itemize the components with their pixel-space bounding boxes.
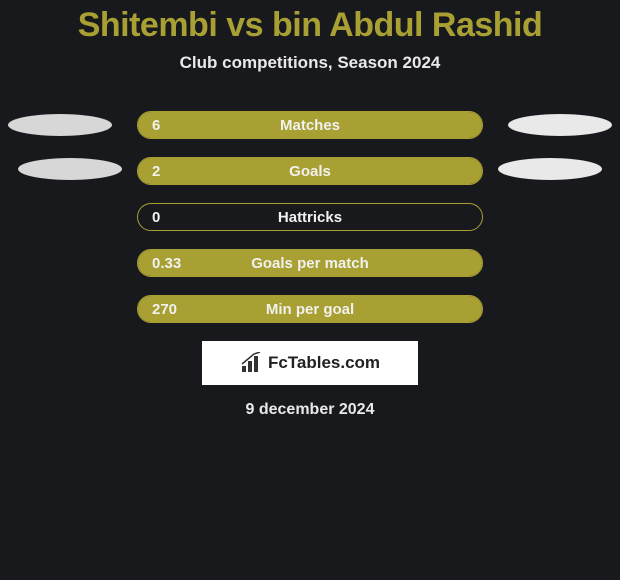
stat-row: 6Matches <box>0 111 620 139</box>
logo-box[interactable]: FcTables.com <box>202 341 418 385</box>
date-text: 9 december 2024 <box>0 401 620 419</box>
stat-row: 0.33Goals per match <box>0 249 620 277</box>
logo-text: FcTables.com <box>268 353 380 373</box>
title-player-left: Shitembi <box>78 6 218 44</box>
stat-row: 270Min per goal <box>0 295 620 323</box>
player-marker-right <box>508 114 612 136</box>
stat-label: Hattricks <box>138 204 482 230</box>
stat-label: Goals per match <box>138 250 482 276</box>
player-marker-right <box>498 158 602 180</box>
stat-label: Min per goal <box>138 296 482 322</box>
stat-row: 2Goals <box>0 157 620 185</box>
stat-row: 0Hattricks <box>0 203 620 231</box>
stat-bar: 0.33Goals per match <box>137 249 483 277</box>
stat-bar: 0Hattricks <box>137 203 483 231</box>
player-marker-left <box>18 158 122 180</box>
stat-label: Goals <box>138 158 482 184</box>
stat-label: Matches <box>138 112 482 138</box>
stat-bar: 6Matches <box>137 111 483 139</box>
page-title: Shitembi vs bin Abdul Rashid <box>0 0 620 45</box>
stat-bar: 2Goals <box>137 157 483 185</box>
stat-bar: 270Min per goal <box>137 295 483 323</box>
barchart-icon <box>240 352 264 374</box>
title-player-right: bin Abdul Rashid <box>272 6 542 44</box>
stat-rows: 6Matches 2Goals 0Hattricks 0.33Goals per ma… <box>0 111 620 323</box>
subtitle: Club competitions, Season 2024 <box>0 53 620 73</box>
player-marker-left <box>8 114 112 136</box>
title-vs: vs <box>217 6 272 44</box>
